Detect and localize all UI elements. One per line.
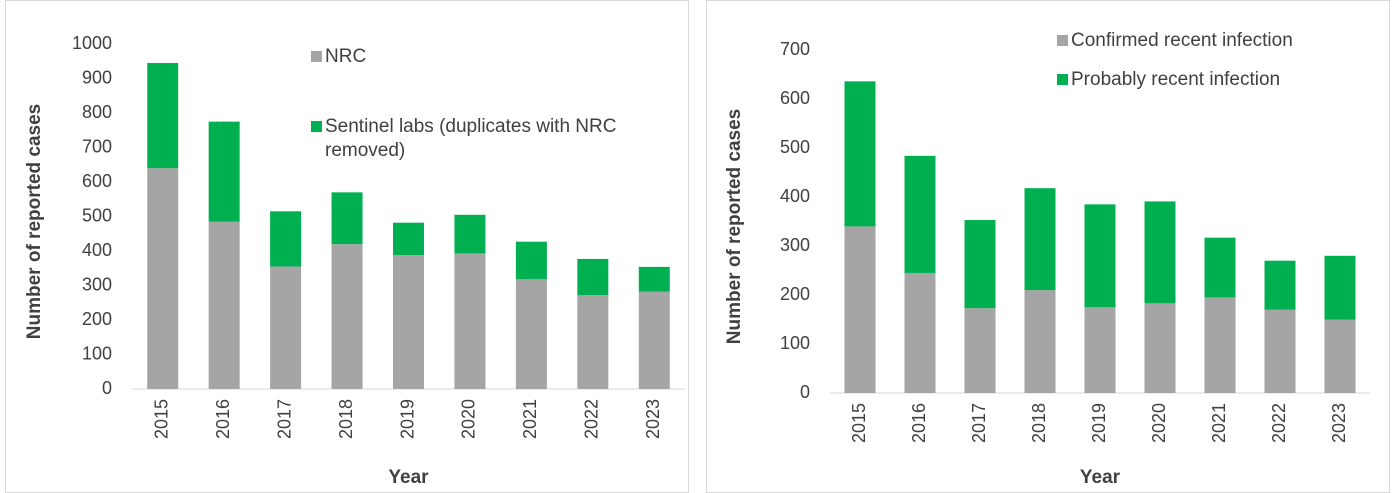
bar-segment xyxy=(1204,237,1236,298)
y-tick-label: 600 xyxy=(780,88,810,108)
x-tick-label: 2016 xyxy=(213,399,233,439)
x-axis-title: Year xyxy=(388,467,429,488)
bar-segment xyxy=(331,244,363,389)
legend-swatch xyxy=(311,51,322,62)
bar-segment xyxy=(1144,201,1176,304)
legend-entry: Confirmed recent infection xyxy=(1057,29,1377,53)
x-axis-title: Year xyxy=(1080,467,1121,488)
bar-segment xyxy=(393,255,424,389)
x-tick-label: 2020 xyxy=(1149,403,1169,443)
bar-segment xyxy=(964,308,996,393)
bar-segment xyxy=(454,253,486,389)
x-tick-label: 2018 xyxy=(1029,403,1049,443)
y-tick-label: 1000 xyxy=(72,33,112,53)
y-tick-label: 200 xyxy=(82,309,112,329)
bar-segment xyxy=(1324,255,1356,320)
y-tick-label: 0 xyxy=(800,382,810,402)
x-tick-label: 2018 xyxy=(336,399,356,439)
legend-swatch xyxy=(1057,74,1068,85)
bar-segment xyxy=(577,258,609,296)
bar-segment xyxy=(1264,260,1296,310)
x-tick-label: 2016 xyxy=(909,403,929,443)
y-tick-label: 800 xyxy=(82,102,112,122)
x-tick-label: 2023 xyxy=(643,399,663,439)
y-tick-label: 100 xyxy=(82,343,112,363)
legend-label: Sentinel labs (duplicates with NRC remov… xyxy=(325,116,617,161)
x-tick-label: 2021 xyxy=(520,399,540,439)
bar-segment xyxy=(1264,309,1296,393)
y-tick-label: 0 xyxy=(102,378,112,398)
y-tick-label: 300 xyxy=(780,235,810,255)
bar-segment xyxy=(1024,290,1056,393)
y-tick-label: 200 xyxy=(780,284,810,304)
bar-segment xyxy=(844,226,876,393)
y-axis-title: Number of reported cases xyxy=(24,104,45,339)
legend-entry: Probably recent infection xyxy=(1057,68,1377,92)
y-tick-label: 500 xyxy=(82,205,112,225)
legend-label: Confirmed recent infection xyxy=(1071,30,1293,51)
bar-segment xyxy=(208,221,240,389)
x-tick-label: 2021 xyxy=(1209,403,1229,443)
bar-segment xyxy=(904,155,936,273)
x-tick-label: 2015 xyxy=(849,403,869,443)
y-tick-label: 600 xyxy=(82,171,112,191)
x-tick-label: 2020 xyxy=(459,399,479,439)
x-tick-label: 2022 xyxy=(582,399,602,439)
bar-segment xyxy=(577,295,609,389)
y-tick-label: 500 xyxy=(780,137,810,157)
bar-segment xyxy=(1324,319,1356,393)
bar-segment xyxy=(331,192,363,245)
x-tick-label: 2017 xyxy=(274,399,294,439)
legend-entry: NRC xyxy=(311,45,661,69)
bar-segment xyxy=(638,291,670,389)
bar-segment xyxy=(844,81,876,227)
bar-segment xyxy=(1024,188,1056,291)
y-tick-label: 400 xyxy=(82,240,112,260)
y-tick-label: 100 xyxy=(780,333,810,353)
x-tick-label: 2015 xyxy=(151,399,171,439)
x-tick-label: 2019 xyxy=(397,399,417,439)
bar-segment xyxy=(964,220,996,309)
bar-segment xyxy=(1204,297,1236,393)
bar-segment xyxy=(1084,307,1116,393)
bar-segment xyxy=(147,168,179,389)
bar-segment xyxy=(1084,204,1116,308)
legend-swatch xyxy=(1057,35,1068,46)
bar-segment xyxy=(208,121,240,222)
bar-segment xyxy=(904,272,936,393)
bar-segment xyxy=(1144,303,1176,393)
legend-swatch xyxy=(311,121,322,132)
bar-segment xyxy=(393,222,424,256)
x-tick-label: 2019 xyxy=(1089,403,1109,443)
y-tick-label: 300 xyxy=(82,274,112,294)
bar-segment xyxy=(270,266,302,389)
legend-entry: Sentinel labs (duplicates with NRC remov… xyxy=(311,115,661,163)
y-axis-title: Number of reported cases xyxy=(724,109,745,344)
bar-segment xyxy=(515,279,547,389)
legend-label: Probably recent infection xyxy=(1071,69,1281,90)
bar-segment xyxy=(270,211,302,267)
x-tick-label: 2017 xyxy=(969,403,989,443)
legend-label: NRC xyxy=(325,46,367,67)
y-tick-label: 700 xyxy=(780,39,810,59)
x-tick-label: 2022 xyxy=(1269,403,1289,443)
y-tick-label: 700 xyxy=(82,136,112,156)
x-tick-label: 2023 xyxy=(1329,403,1349,443)
bar-segment xyxy=(638,266,670,292)
bar-segment xyxy=(147,62,179,169)
bar-segment xyxy=(454,214,486,254)
y-tick-label: 400 xyxy=(780,186,810,206)
y-tick-label: 900 xyxy=(82,67,112,87)
bar-segment xyxy=(515,241,547,280)
